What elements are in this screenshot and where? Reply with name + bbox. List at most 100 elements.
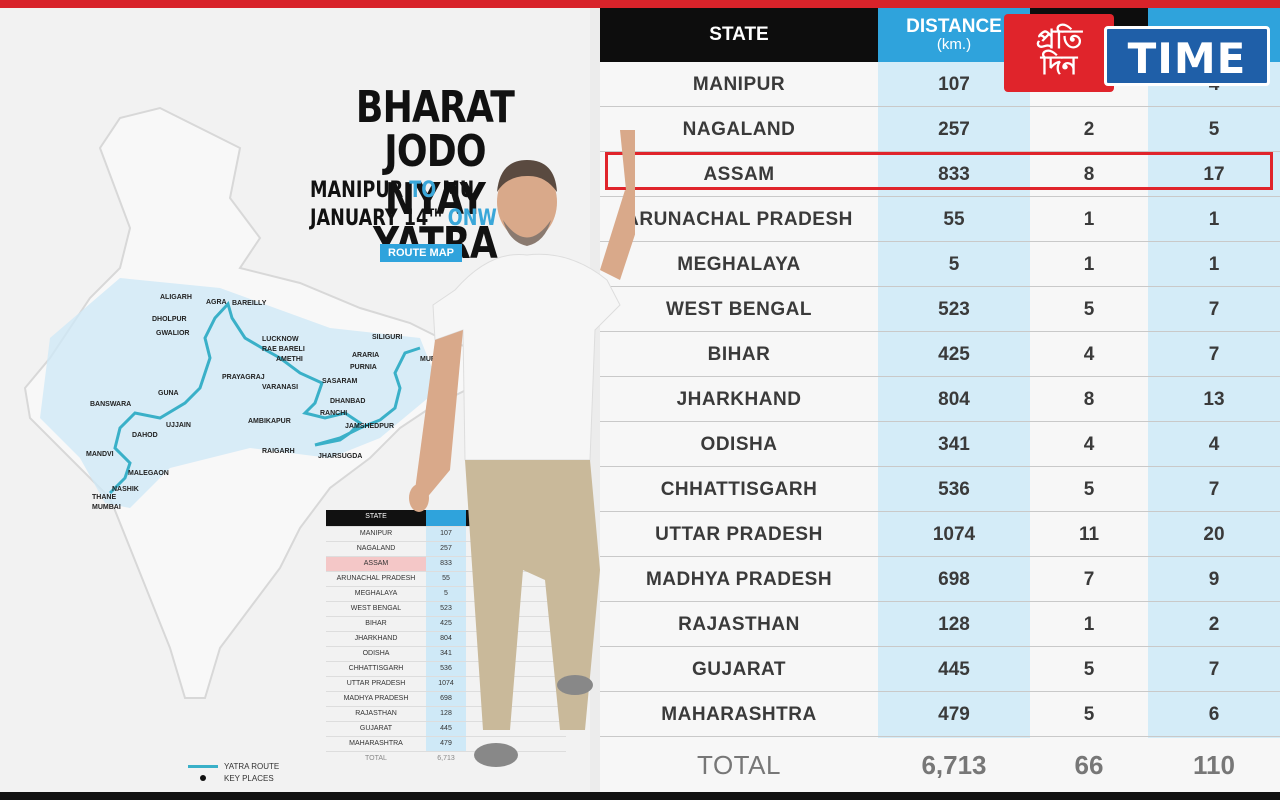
mini-table-row: MADHYA PRADESH 698 [326,692,566,707]
map-place-label: AGRA [206,299,227,306]
route-map-label: ROUTE MAP [380,244,462,262]
route-to: TO [409,178,437,203]
mini-header-state: STATE [365,513,387,520]
map-place-label: PURNIA [350,364,377,371]
mini-table-row: MAHARASHTRA 479 [326,737,566,752]
mini-state-cell: CHHATTISGARH [348,665,404,672]
state-cell: ODISHA [700,434,778,455]
table-row: MANIPUR1074 [600,62,1280,107]
poster-route-line: MANIPUR TO MU [310,178,474,203]
distance-cell: 523 [938,299,970,320]
mini-table-row: NAGALAND 257 [326,542,566,557]
map-place-label: JHARSUGDA [318,453,363,460]
mini-total-label: TOTAL [365,755,387,762]
days-cell: 4 [1083,344,1095,365]
distance-column-bg [878,62,1030,738]
map-place-label: GUNA [158,390,179,397]
mini-state-cell: ODISHA [362,650,390,657]
header-state-label: STATE [709,24,769,46]
days-cell: 4 [1083,434,1095,455]
mini-distance-cell: 833 [426,557,466,571]
map-place-label: SASARAM [322,378,358,385]
map-place-label: SILIGURI [372,334,403,341]
distance-cell: 479 [938,704,970,725]
legend-places-label: KEY PLACES [224,773,274,783]
mini-table-row: RAJASTHAN 128 [326,707,566,722]
distance-cell: 698 [938,569,970,590]
top-red-bar [0,0,1280,8]
nights-cell: 5 [1208,119,1220,140]
mini-state-cell: MADHYA PRADESH [343,695,409,702]
assam-highlight-box [605,152,1273,190]
map-place-label: RANCHI [320,410,348,417]
place-dot-swatch [200,775,206,781]
mini-table-row: JHARKHAND 804 [326,632,566,647]
nights-column-bg [1148,62,1280,738]
mini-state-cell: NAGALAND [356,545,396,552]
total-label: TOTAL [697,750,781,780]
table-row: MAHARASHTRA 479 5 6 [600,692,1280,737]
map-place-label: THANE [92,494,117,501]
map-place-label: MUMBAI [92,504,121,511]
legend-route: YATRA ROUTE [188,760,279,772]
distance-cell: 128 [938,614,970,635]
poster-date-line: JANUARY 14TH ONW [310,206,497,231]
state-cell: MEGHALAYA [677,254,801,275]
map-place-label: VARANASI [262,384,299,391]
map-place-label: MALEGAON [128,470,169,477]
distance-cell: 107 [938,74,970,95]
mini-table-row: MEGHALAYA 5 [326,587,566,602]
mini-distance-cell: 536 [426,662,466,676]
table-row: GUJARAT 445 5 7 [600,647,1280,692]
mini-state-cell: MEGHALAYA [354,590,398,597]
days-cell: 11 [1078,524,1100,545]
mini-table-row: UTTAR PRADESH 1074 [326,677,566,692]
days-cell: 1 [1083,614,1095,635]
state-cell: MADHYA PRADESH [645,569,833,590]
table-row: MEGHALAYA 5 1 1 [600,242,1280,287]
table-row: ODISHA 341 4 4 [600,422,1280,467]
table-row: NAGALAND 257 2 5 [600,107,1280,152]
distance-cell: 804 [938,389,970,410]
state-cell: MAHARASHTRA [661,704,817,725]
mini-distance-cell: 523 [426,602,466,616]
mini-table-row: MANIPUR 107 [326,527,566,542]
yatra-route-line [108,301,421,495]
days-cell: 8 [1083,164,1095,185]
mini-state-cell: JHARKHAND [354,635,398,642]
days-cell: 5 [1083,299,1095,320]
map-place-label: DHOLPUR [152,316,187,323]
route-line-swatch [188,764,218,768]
nights-cell: 20 [1203,524,1225,545]
map-place-label: ALIGARH [160,294,192,301]
map-place-label: JAMSHEDPUR [345,423,395,430]
table-row: ARUNACHAL PRADESH 55 1 1 [600,197,1280,242]
total-nights: 110 [1193,750,1235,780]
route-from: MANIPUR [310,178,404,203]
map-place-label: ARARIA [352,352,380,359]
map-place-label: RAIGARH [262,448,295,455]
table-row: ASSAM 833 8 17 [600,152,1280,197]
nights-cell: 2 [1208,614,1220,635]
date-sup: TH [428,206,442,220]
mini-distance-cell: 107 [426,527,466,541]
table-row: JHARKHAND 804 8 13 [600,377,1280,422]
state-cell: GUJARAT [692,659,786,680]
distance-cell: 445 [938,659,970,680]
mini-table-row: ODISHA 341 [326,647,566,662]
mini-distance-cell: 341 [426,647,466,661]
mini-state-cell: RAJASTHAN [355,710,397,717]
nights-cell: 17 [1203,164,1225,185]
table-row: RAJASTHAN 128 1 2 [600,602,1280,647]
date-tail: ONW [447,206,497,231]
days-cell: 1 [1083,254,1095,275]
mini-distance-cell: 479 [426,737,466,751]
header-state: STATE [600,8,878,62]
table-row: BIHAR 425 4 7 [600,332,1280,377]
mini-state-cell: UTTAR PRADESH [346,680,406,687]
days-cell: 5 [1083,704,1095,725]
days-cell: 5 [1083,479,1095,500]
nights-cell: 7 [1208,299,1220,320]
mini-distance-cell: 698 [426,692,466,706]
mini-state-cell: ASSAM [326,557,426,571]
